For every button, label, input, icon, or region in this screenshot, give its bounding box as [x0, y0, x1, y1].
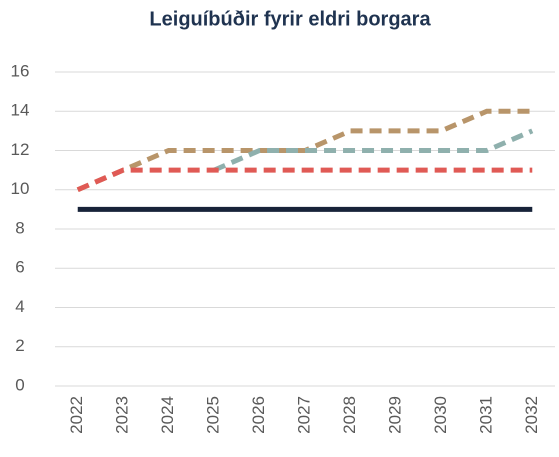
- x-tick-label: 2032: [522, 396, 541, 434]
- x-tick-label: 2029: [385, 396, 404, 434]
- y-tick-label: 2: [15, 336, 24, 355]
- y-tick-label: 0: [15, 375, 24, 394]
- x-tick-label: 2027: [294, 396, 313, 434]
- x-tick-label: 2031: [476, 396, 495, 434]
- x-tick-label: 2025: [204, 396, 223, 434]
- y-tick-label: 12: [11, 140, 30, 159]
- y-tick-label: 6: [15, 258, 24, 277]
- x-tick-label: 2023: [113, 396, 132, 434]
- x-tick-label: 2024: [158, 396, 177, 434]
- line-series: [213, 128, 534, 173]
- line-series: [76, 167, 533, 193]
- y-tick-label: 4: [15, 297, 24, 316]
- x-tick-label: 2022: [67, 396, 86, 434]
- y-tick-label: 16: [11, 61, 30, 80]
- x-tick-label: 2028: [340, 396, 359, 434]
- y-tick-label: 14: [11, 101, 30, 120]
- y-tick-label: 10: [11, 179, 30, 198]
- x-tick-label: 2030: [431, 396, 450, 434]
- line-series: [76, 108, 533, 193]
- chart-title: Leiguíbúðir fyrir eldri borgara: [149, 8, 431, 30]
- x-tick-label: 2026: [249, 396, 268, 434]
- y-tick-label: 8: [15, 218, 24, 237]
